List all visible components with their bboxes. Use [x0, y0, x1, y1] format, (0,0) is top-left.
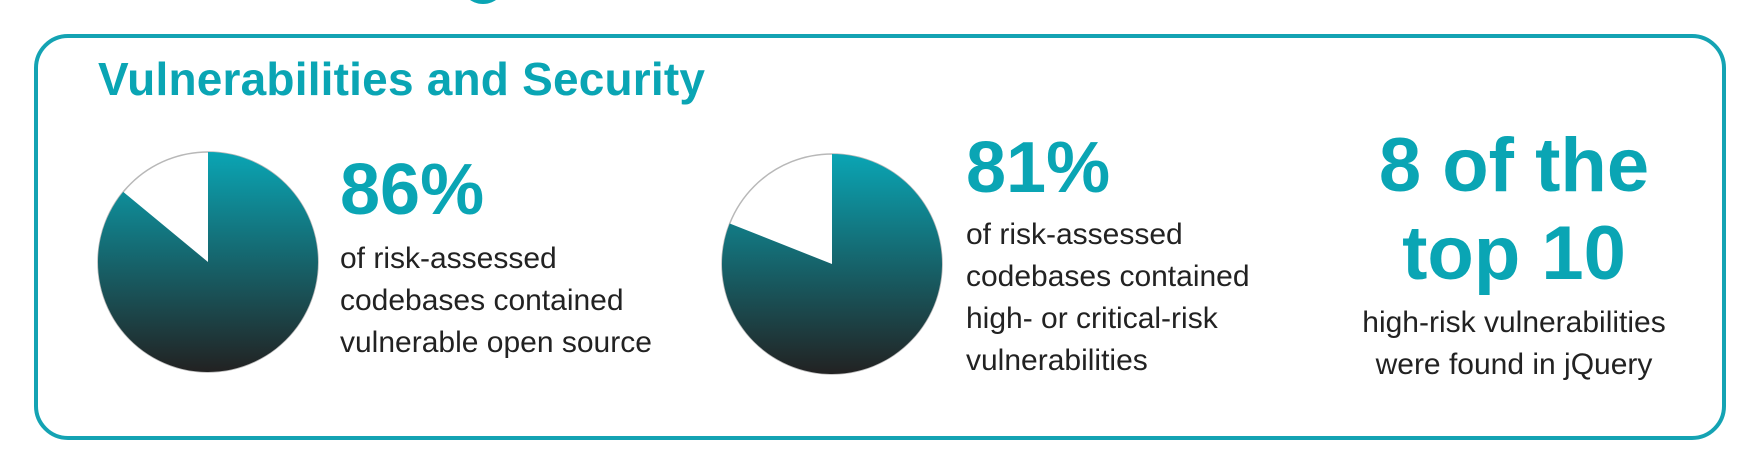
stat-headline-jquery: 8 of the top 10 — [1314, 122, 1714, 298]
stat-percent-high-risk: 81% — [966, 128, 1111, 208]
headline-line: 8 of the — [1378, 123, 1650, 208]
stat-percent-open-source: 86% — [340, 150, 485, 230]
stat-description-open-source: of risk-assessed codebases contained vul… — [340, 238, 652, 364]
headline-line: top 10 — [1402, 211, 1626, 296]
pie-value-slice — [97, 152, 318, 372]
description-line: high- or critical-risk — [966, 302, 1218, 335]
section-title: Vulnerabilities and Security — [98, 53, 706, 105]
stat-description-jquery: high-risk vulnerabilities were found in … — [1314, 302, 1714, 386]
pie-chart-high-risk — [721, 153, 943, 375]
pie-value-slice — [721, 154, 942, 374]
description-line: vulnerable open source — [340, 326, 652, 359]
description-line: were found in jQuery — [1375, 348, 1653, 381]
pie-chart-open-source — [97, 151, 319, 373]
description-line: of risk-assessed — [340, 242, 557, 275]
description-line: codebases contained — [340, 284, 624, 317]
description-line: of risk-assessed — [966, 218, 1183, 251]
description-line: codebases contained — [966, 260, 1250, 293]
vulnerabilities-card — [34, 34, 1726, 440]
description-line: vulnerabilities — [966, 344, 1148, 377]
description-line: high-risk vulnerabilities — [1362, 306, 1666, 339]
stat-description-high-risk: of risk-assessed codebases contained hig… — [966, 214, 1250, 382]
cropped-heading-fragment — [460, 0, 506, 4]
